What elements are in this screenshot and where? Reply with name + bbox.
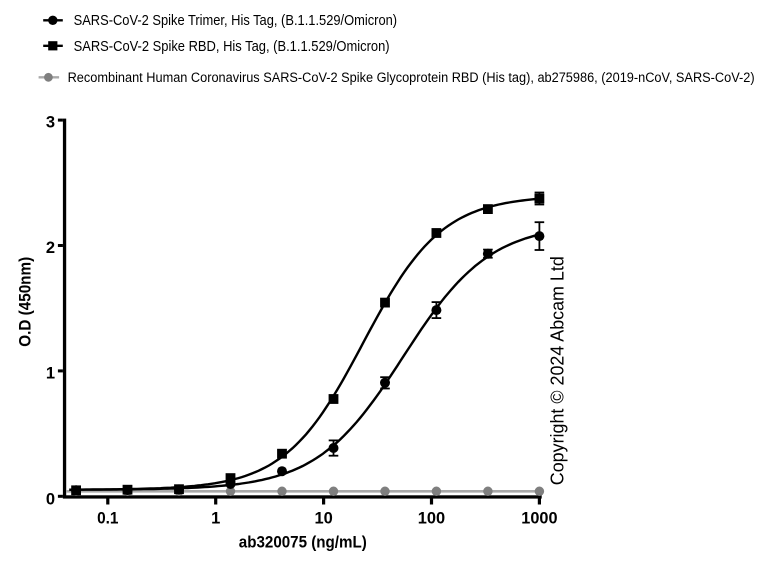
svg-text:SARS-CoV-2 Spike RBD, His Tag,: SARS-CoV-2 Spike RBD, His Tag, (B.1.1.52…	[74, 38, 390, 55]
svg-text:1: 1	[211, 509, 220, 528]
svg-text:0.1: 0.1	[97, 509, 118, 528]
svg-text:2: 2	[46, 238, 55, 257]
svg-text:SARS-CoV-2 Spike Trimer, His T: SARS-CoV-2 Spike Trimer, His Tag, (B.1.1…	[74, 12, 398, 29]
svg-text:O.D (450nm): O.D (450nm)	[15, 257, 34, 347]
svg-text:0: 0	[46, 489, 55, 508]
svg-text:100: 100	[418, 509, 445, 528]
svg-text:ab320075 (ng/mL): ab320075 (ng/mL)	[239, 533, 367, 552]
svg-text:Recombinant Human Coronavirus: Recombinant Human Coronavirus SARS-CoV-2…	[68, 70, 755, 85]
svg-text:10: 10	[314, 509, 332, 528]
svg-text:1000: 1000	[521, 509, 557, 528]
svg-text:1: 1	[46, 364, 55, 383]
svg-text:Copyright © 2024 Abcam Ltd: Copyright © 2024 Abcam Ltd	[548, 256, 568, 485]
svg-text:3: 3	[46, 112, 55, 131]
